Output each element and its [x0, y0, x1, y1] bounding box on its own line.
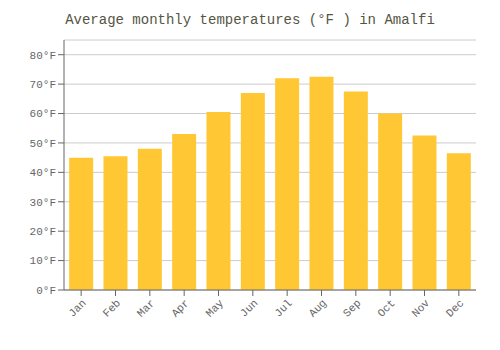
svg-text:60°F: 60°F	[30, 108, 56, 120]
svg-text:Oct: Oct	[375, 297, 397, 319]
svg-text:30°F: 30°F	[30, 197, 56, 209]
svg-text:50°F: 50°F	[30, 138, 56, 150]
svg-text:Jan: Jan	[66, 297, 88, 319]
svg-text:40°F: 40°F	[30, 167, 56, 179]
svg-text:Apr: Apr	[169, 297, 191, 319]
svg-text:0°F: 0°F	[36, 285, 56, 297]
svg-text:Dec: Dec	[444, 297, 466, 319]
svg-text:Nov: Nov	[410, 297, 433, 320]
html-text:Average monthly temperatures (: Average monthly temperatures (°F ) in Am…	[65, 12, 435, 28]
svg-text:10°F: 10°F	[30, 255, 56, 267]
svg-text:Jun: Jun	[238, 297, 260, 319]
svg-text:May: May	[204, 297, 227, 320]
svg-text:Aug: Aug	[307, 297, 329, 319]
svg-text:20°F: 20°F	[30, 226, 56, 238]
svg-text:Sep: Sep	[341, 297, 363, 319]
svg-text:70°F: 70°F	[30, 79, 56, 91]
svg-text:Jul: Jul	[272, 297, 294, 319]
svg-text:Mar: Mar	[135, 297, 157, 319]
svg-text:80°F: 80°F	[30, 50, 56, 62]
svg-text:Feb: Feb	[101, 297, 123, 319]
